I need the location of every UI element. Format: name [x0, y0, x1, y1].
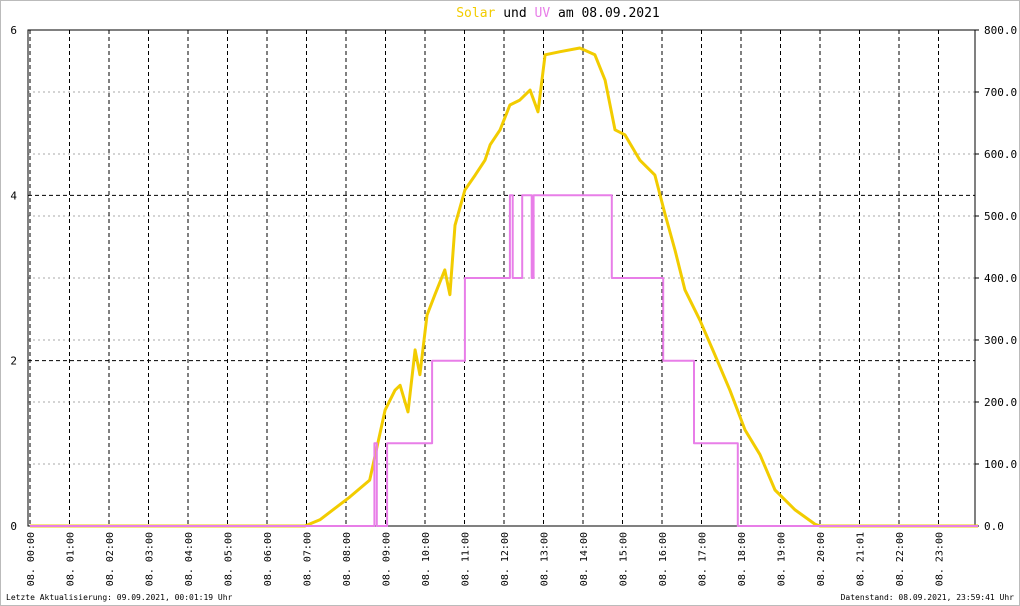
title-uv: UV: [535, 6, 551, 21]
x-tick-label: 08. 16:00: [658, 532, 669, 586]
y-tick-label: 0: [10, 520, 17, 533]
x-tick-label: 08. 19:00: [777, 532, 788, 586]
x-tick-label: 08. 22:00: [895, 532, 906, 586]
y-tick-label: 6: [10, 24, 17, 37]
y-tick-label: 2: [10, 355, 17, 368]
title-solar: Solar: [456, 6, 495, 21]
chart-title: Solar und UV am 08.09.2021: [456, 6, 660, 21]
y2-tick-label: 400.0: [984, 272, 1017, 285]
y2-tick-label: 0.0: [984, 520, 1004, 533]
x-tick-label: 08. 04:00: [184, 532, 195, 586]
x-tick-label: 08. 13:00: [540, 532, 551, 586]
y2-tick-label: 300.0: [984, 334, 1017, 347]
x-tick-label: 08. 07:00: [303, 532, 314, 586]
x-tick-label: 08. 00:00: [26, 532, 37, 586]
x-tick-label: 08. 10:00: [421, 532, 432, 586]
footer-left: Letzte Aktualisierung: 09.09.2021, 00:01…: [6, 593, 233, 602]
y2-tick-label: 600.0: [984, 148, 1017, 161]
y2-tick-label: 800.0: [984, 24, 1017, 37]
footer-right: Datenstand: 08.09.2021, 23:59:41 Uhr: [841, 593, 1015, 602]
x-tick-label: 08. 01:00: [66, 532, 77, 586]
y-tick-label: 4: [10, 189, 17, 202]
title-date: am 08.09.2021: [558, 6, 660, 21]
series-line: [30, 46, 978, 528]
x-tick-label: 08. 12:00: [500, 532, 511, 586]
x-tick-label: 08. 20:00: [816, 532, 827, 586]
x-tick-label: 08. 11:00: [461, 532, 472, 586]
x-tick-label: 08. 17:00: [698, 532, 709, 586]
x-tick-label: 08. 06:00: [263, 532, 274, 586]
x-tick-label: 08. 09:00: [382, 532, 393, 586]
y2-tick-label: 200.0: [984, 396, 1017, 409]
x-tick-label: 08. 02:00: [105, 532, 116, 586]
x-tick-label: 08. 03:00: [145, 532, 156, 586]
x-tick-label: 08. 05:00: [224, 532, 235, 586]
x-tick-label: 08. 23:00: [935, 532, 946, 586]
y2-tick-label: 100.0: [984, 458, 1017, 471]
x-tick-label: 08. 21:01: [856, 532, 867, 586]
x-tick-label: 08. 08:00: [342, 532, 353, 586]
x-tick-label: 08. 15:00: [619, 532, 630, 586]
plot-border: [27, 29, 976, 527]
y2-tick-label: 500.0: [984, 210, 1017, 223]
y2-tick-label: 700.0: [984, 86, 1017, 99]
x-tick-label: 08. 14:00: [579, 532, 590, 586]
title-und: und: [503, 6, 526, 21]
x-tick-label: 08. 18:00: [737, 532, 748, 586]
series-line: [30, 194, 978, 527]
